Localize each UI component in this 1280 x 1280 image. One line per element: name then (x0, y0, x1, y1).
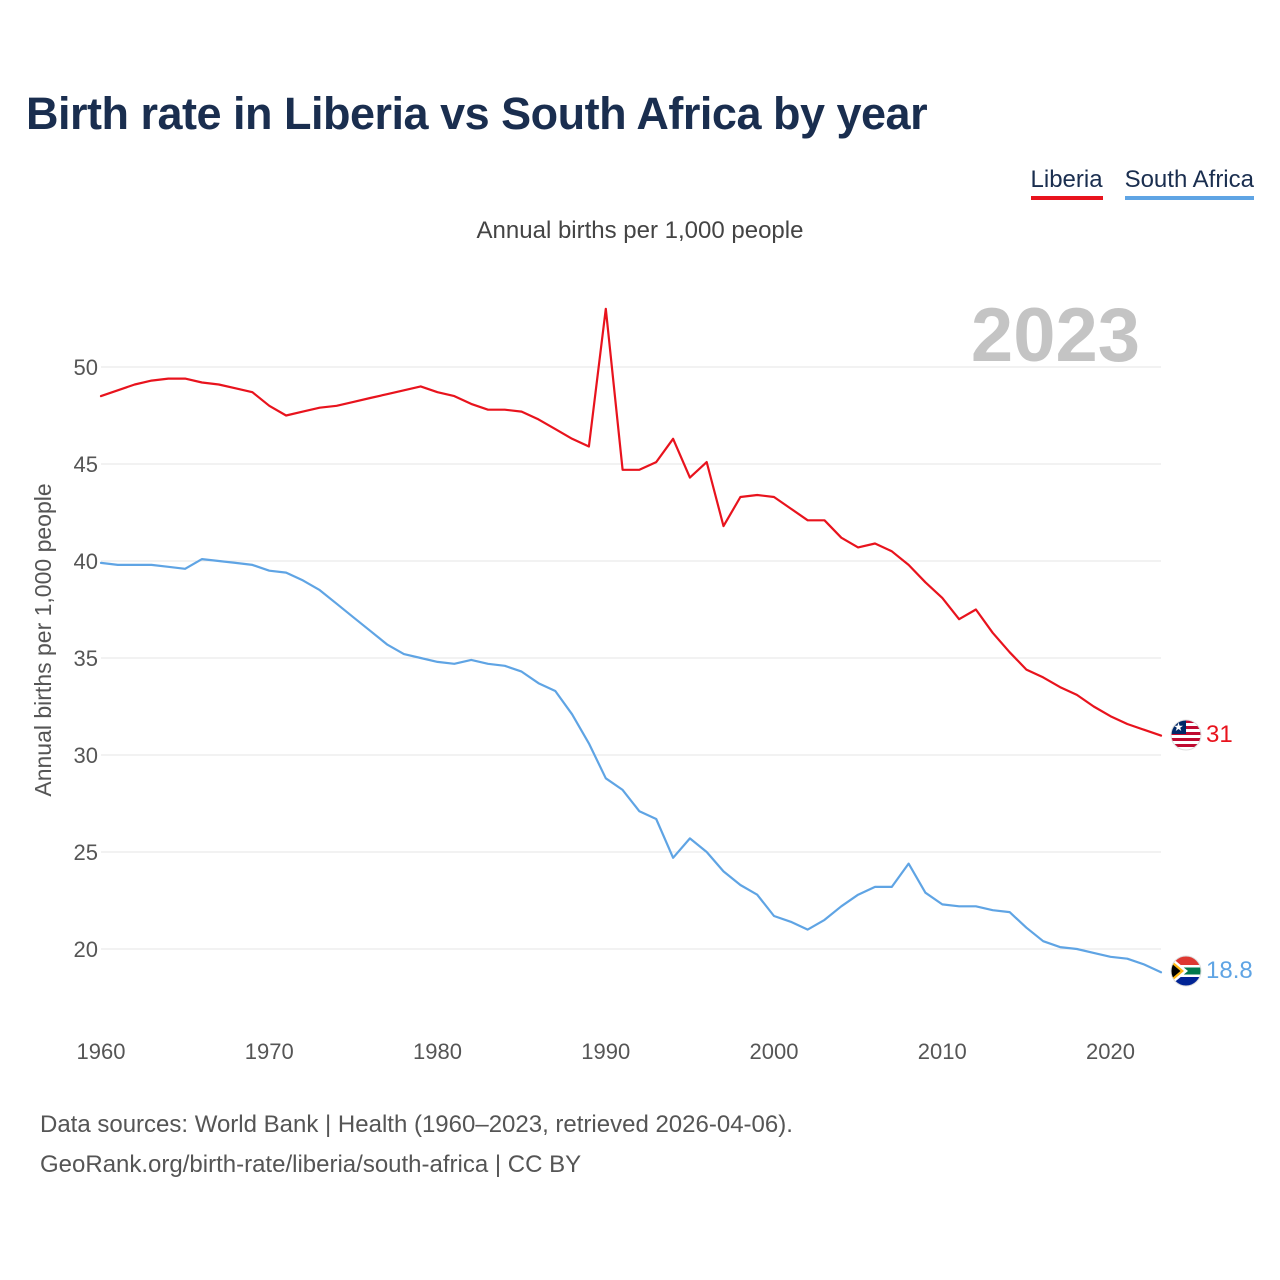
chart-title: Birth rate in Liberia vs South Africa by… (26, 88, 928, 139)
x-axis-ticks: 1960 1970 1980 1990 2000 2010 2020 (77, 1039, 1135, 1064)
legend-item-south-africa[interactable]: South Africa (1124, 166, 1254, 200)
grid-lines (101, 366, 1161, 950)
data-sources: Data sources: World Bank | Health (1960–… (40, 1111, 793, 1138)
y-tick-label: 50 (74, 355, 98, 380)
year-label: 2023 (971, 293, 1140, 378)
end-markers: 31 18.8 (1170, 719, 1253, 987)
footer: Data sources: World Bank | Health (1960–… (40, 1105, 793, 1185)
y-axis-ticks: 20 25 30 35 40 45 50 (74, 355, 98, 962)
y-tick-label: 40 (74, 549, 98, 574)
x-tick-label: 1970 (245, 1039, 294, 1064)
liberia-flag-icon (1170, 719, 1202, 751)
series-line-south-africa[interactable] (99, 557, 1163, 974)
end-label-liberia: 31 (1206, 721, 1233, 748)
series-line-liberia[interactable] (99, 307, 1163, 737)
y-tick-label: 30 (74, 743, 98, 768)
end-label-south-africa: 18.8 (1206, 957, 1253, 984)
x-tick-label: 1960 (77, 1039, 126, 1064)
x-tick-label: 2010 (918, 1039, 967, 1064)
y-tick-label: 45 (74, 452, 98, 477)
x-tick-label: 1980 (413, 1039, 462, 1064)
x-tick-label: 1990 (581, 1039, 630, 1064)
credit-link[interactable]: GeoRank.org/birth-rate/liberia/south-afr… (40, 1151, 582, 1178)
y-axis-title: Annual births per 1,000 people (30, 483, 56, 796)
legend: Liberia South Africa (1030, 166, 1254, 200)
y-tick-label: 25 (74, 840, 98, 865)
south-africa-flag-icon (1170, 955, 1202, 987)
x-tick-label: 2020 (1086, 1039, 1135, 1064)
y-tick-label: 35 (74, 646, 98, 671)
chart-subtitle: Annual births per 1,000 people (476, 217, 804, 244)
y-tick-label: 20 (74, 937, 98, 962)
series-lines (99, 307, 1163, 974)
legend-item-liberia[interactable]: Liberia (1030, 166, 1103, 200)
x-tick-label: 2000 (750, 1039, 799, 1064)
